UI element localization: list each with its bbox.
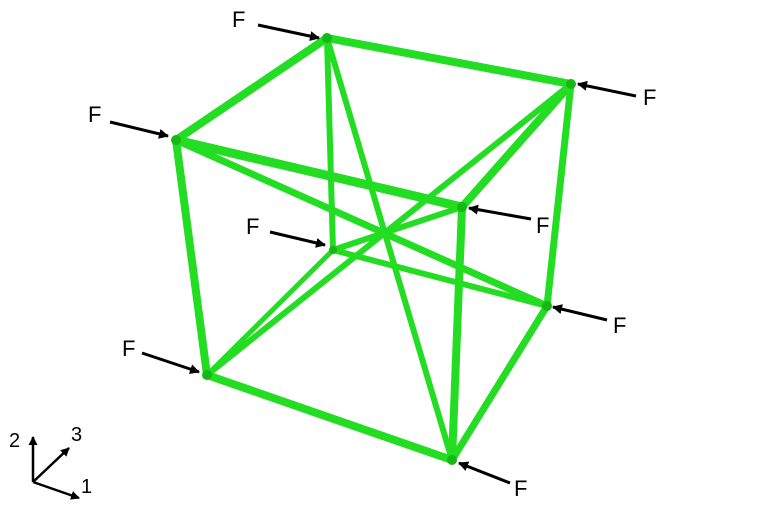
strut-right-vertical bbox=[543, 80, 575, 310]
strut-back-vertical bbox=[324, 35, 336, 253]
joint-top-right bbox=[566, 79, 576, 89]
force-label-top-right: F bbox=[643, 85, 656, 110]
strut-bottom-left-back bbox=[204, 247, 336, 378]
force-arrow-top-back bbox=[257, 23, 320, 42]
axis-1-label: 1 bbox=[81, 476, 92, 498]
force-label-top-back: F bbox=[232, 7, 245, 32]
joint-top-back bbox=[322, 33, 332, 43]
strut-left-vertical bbox=[172, 136, 211, 379]
strut-back-bottom-right bbox=[330, 247, 550, 309]
axis-3-label: 3 bbox=[71, 424, 82, 446]
force-arrow-top-front bbox=[468, 204, 532, 221]
joint-bottom-back bbox=[329, 246, 337, 254]
force-arrow-bottom-left bbox=[141, 351, 200, 374]
axis-triad bbox=[28, 436, 80, 500]
strut-diagonal-1 bbox=[324, 35, 455, 463]
force-arrow-bottom-front bbox=[458, 461, 511, 485]
joint-bottom-front bbox=[447, 455, 457, 465]
joint-top-front bbox=[457, 202, 467, 212]
force-label-top-left: F bbox=[88, 102, 101, 127]
strut-top-left bbox=[172, 34, 331, 144]
force-labels: F F F F F F F F bbox=[88, 7, 656, 501]
force-label-bottom-left: F bbox=[122, 336, 135, 361]
joint-bottom-left bbox=[202, 370, 212, 380]
joint-top-left bbox=[171, 135, 181, 145]
truss-frame bbox=[171, 33, 576, 465]
strut-top-front bbox=[171, 135, 467, 212]
strut-top-back bbox=[323, 34, 575, 88]
force-arrow-top-left bbox=[109, 120, 169, 139]
force-arrow-bottom-right bbox=[552, 304, 608, 322]
force-label-bottom-front: F bbox=[514, 476, 527, 501]
force-label-top-front: F bbox=[536, 213, 549, 238]
strut-bottom-right bbox=[448, 302, 551, 464]
strut-bottom-front bbox=[203, 371, 456, 464]
axis-2-label: 2 bbox=[9, 430, 20, 452]
joint-bottom-right bbox=[542, 301, 552, 311]
strut-front-vertical bbox=[448, 203, 466, 464]
strut-diagonal-4 bbox=[330, 204, 465, 253]
force-label-bottom-right: F bbox=[613, 313, 626, 338]
force-arrow-top-right bbox=[577, 80, 637, 98]
force-label-bottom-back: F bbox=[246, 214, 259, 239]
force-arrows bbox=[109, 23, 637, 485]
strut-top-right bbox=[458, 80, 575, 211]
axis-1-arrow bbox=[32, 480, 80, 500]
strut-diagonal-2 bbox=[172, 136, 551, 310]
axis-3-arrow bbox=[32, 447, 70, 483]
force-arrow-bottom-back bbox=[269, 230, 326, 248]
